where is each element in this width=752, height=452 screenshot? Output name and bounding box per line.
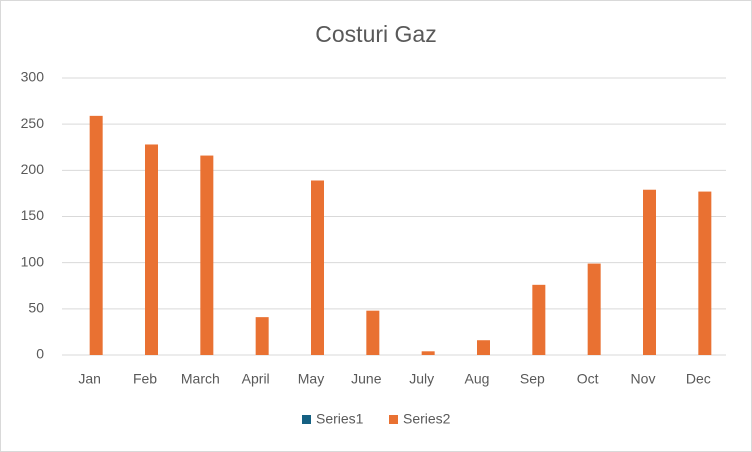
bar [311, 180, 324, 355]
bar [200, 155, 214, 355]
x-tick-label: Feb [133, 371, 157, 387]
x-tick-label: July [409, 371, 434, 387]
bar [366, 310, 380, 355]
bar [421, 351, 435, 355]
x-tick-label: Oct [577, 371, 599, 387]
y-tick-label: 300 [21, 69, 45, 85]
x-tick-label: April [242, 371, 270, 387]
x-tick-label: Aug [465, 371, 490, 387]
y-tick-label: 150 [21, 207, 45, 223]
legend-label: Series1 [316, 411, 364, 427]
bar [145, 144, 158, 355]
bar [477, 340, 490, 355]
y-tick-label: 50 [28, 300, 44, 316]
legend-swatch [302, 415, 311, 424]
legend-swatch [389, 415, 398, 424]
legend-label: Series2 [403, 411, 451, 427]
bar [532, 284, 546, 355]
x-tick-label: May [298, 371, 324, 387]
bar [698, 191, 712, 355]
bar [587, 263, 601, 355]
chart-title: Costuri Gaz [315, 21, 436, 47]
x-tick-label: Dec [686, 371, 711, 387]
x-tick-label: Jan [78, 371, 101, 387]
bar [89, 115, 103, 356]
bar [255, 317, 269, 355]
x-tick-label: June [351, 371, 382, 387]
x-tick-label: Nov [631, 371, 656, 387]
y-tick-label: 100 [21, 253, 45, 269]
y-tick-label: 0 [36, 346, 44, 362]
bar [643, 189, 656, 355]
y-tick-label: 250 [21, 115, 45, 131]
x-tick-label: Sep [520, 371, 545, 387]
y-tick-label: 200 [21, 161, 45, 177]
x-tick-label: March [181, 371, 220, 387]
